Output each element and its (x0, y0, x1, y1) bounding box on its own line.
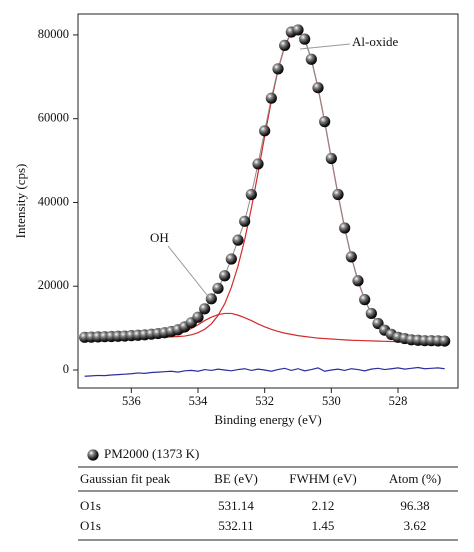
data-point (192, 311, 204, 323)
data-point (292, 24, 304, 36)
data-point (252, 158, 264, 170)
annotation: OH (150, 230, 169, 245)
data-point (319, 116, 331, 128)
data-point (299, 33, 311, 45)
data-point (325, 152, 337, 165)
table-cell: 96.38 (400, 498, 429, 513)
data-point (332, 188, 344, 201)
data-point (232, 234, 244, 246)
table-cell: O1s (80, 518, 101, 533)
x-tick-label: 530 (322, 394, 341, 408)
data-point (352, 275, 364, 287)
annotation: Al-oxide (352, 34, 398, 49)
series-line (84, 366, 445, 377)
y-tick-label: 40000 (38, 194, 69, 208)
table-header: Atom (%) (389, 471, 441, 486)
table-cell: 532.11 (218, 518, 253, 533)
data-point (205, 293, 217, 305)
annotation-leader (167, 245, 212, 301)
y-tick-label: 20000 (38, 278, 69, 292)
annotation-leader (299, 43, 351, 50)
data-point (225, 253, 237, 265)
data-point (219, 270, 231, 282)
table-cell: 3.62 (404, 518, 427, 533)
table-cell: O1s (80, 498, 101, 513)
legend-marker (87, 449, 99, 461)
legend-label: PM2000 (1373 K) (104, 446, 199, 461)
table-header: FWHM (eV) (289, 471, 357, 486)
fit-line (84, 29, 445, 342)
x-tick-label: 532 (255, 394, 274, 408)
data-point (212, 282, 224, 294)
table-cell: 1.45 (312, 518, 335, 533)
y-axis-label: Intensity (cps) (13, 164, 28, 239)
data-point (265, 92, 277, 104)
data-point (199, 303, 211, 315)
plot-area (79, 24, 451, 377)
data-point (345, 251, 357, 263)
x-tick-label: 528 (389, 394, 408, 408)
data-point (312, 82, 324, 94)
y-tick-label: 0 (63, 362, 69, 376)
plot-frame (77, 13, 459, 389)
y-tick-label: 60000 (38, 111, 69, 125)
table-header: BE (eV) (214, 471, 258, 486)
table-header: Gaussian fit peak (80, 471, 171, 486)
data-table: Gaussian fit peak BE (eV) FWHM (eV) Atom… (78, 466, 458, 541)
data-point (245, 188, 257, 201)
data-point (305, 53, 317, 65)
data-point (439, 335, 451, 347)
data-point (259, 125, 271, 137)
series-line (84, 29, 445, 342)
table-cell: 531.14 (218, 498, 254, 513)
data-point (339, 222, 351, 234)
data-point (359, 294, 371, 306)
y-tick-label: 80000 (38, 27, 69, 41)
x-tick-label: 536 (122, 394, 141, 408)
data-point (365, 307, 377, 320)
data-point (239, 215, 251, 227)
x-axis-label: Binding energy (eV) (214, 412, 321, 427)
table-cell: 2.12 (312, 498, 335, 513)
data-point (279, 39, 291, 52)
x-tick-label: 534 (189, 394, 209, 408)
data-point (272, 63, 284, 75)
